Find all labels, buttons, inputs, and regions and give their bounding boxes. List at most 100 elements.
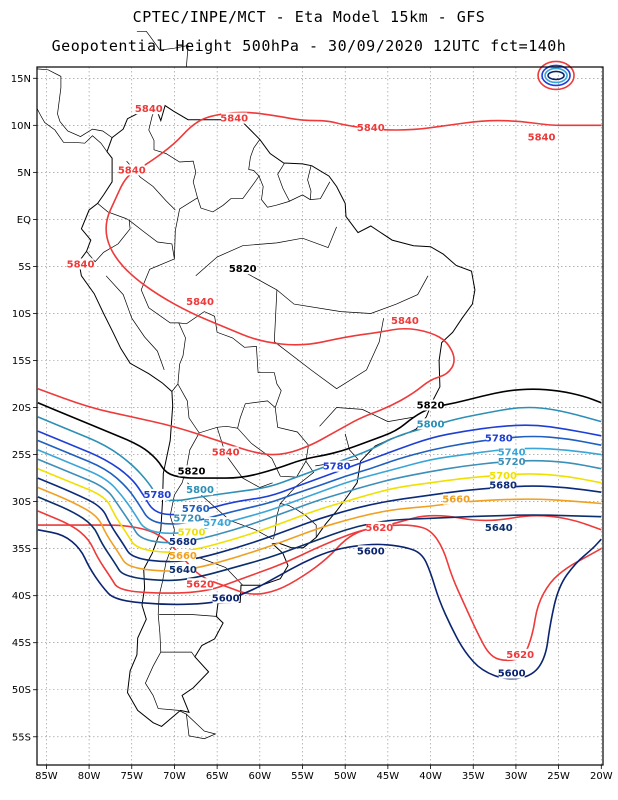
lon-tick-label: 50W bbox=[334, 771, 357, 782]
border-peru-brazil bbox=[140, 258, 186, 392]
brazil-states bbox=[242, 270, 429, 314]
contour-label-bg bbox=[187, 578, 214, 590]
border-suriname-fg bbox=[307, 165, 312, 200]
contour-label-bg bbox=[187, 484, 214, 496]
contour-label-5800: 5800 bbox=[186, 485, 214, 496]
contour-labels: 5840 5840 5840 5840 5840 5840 5840 5840 5840 5820… bbox=[67, 103, 556, 680]
contour-label-bg bbox=[169, 550, 196, 562]
contour-5600 bbox=[37, 529, 602, 680]
contour-label-bg bbox=[391, 314, 418, 326]
contour-label-5700: 5700 bbox=[178, 528, 206, 539]
contour-label-5840: 5840 bbox=[357, 123, 385, 134]
contour-label-bg bbox=[221, 112, 248, 124]
contour-label-5600: 5600 bbox=[498, 669, 526, 680]
contour-label-bg bbox=[144, 488, 171, 500]
contour-label-bg bbox=[417, 418, 444, 430]
contour-label-5820: 5820 bbox=[229, 264, 257, 275]
border-argentina-brazil-uruguay bbox=[279, 461, 317, 538]
contour-label-bg bbox=[417, 399, 444, 411]
border-bolivia-south bbox=[177, 383, 276, 434]
axis-labels: 15N 10N 5N EQ 5S 10S 15S 20S 25S 30S 35S 40S 45S 50S 5… bbox=[11, 74, 613, 782]
coastline-and-borders bbox=[36, 30, 476, 740]
contour-label-5780: 5780 bbox=[143, 490, 171, 501]
peru-depts bbox=[105, 275, 165, 371]
contour-label-bg bbox=[528, 131, 555, 143]
contour-lines bbox=[37, 111, 602, 680]
lon-tick-label: 20W bbox=[590, 771, 613, 782]
border-colombia-venezuela bbox=[148, 107, 202, 209]
contour-label-bg bbox=[204, 517, 231, 529]
contour-label-5760: 5760 bbox=[182, 504, 210, 515]
contour-label-5660: 5660 bbox=[442, 495, 470, 506]
contour-5700 bbox=[37, 467, 602, 553]
contour-5720 bbox=[37, 458, 602, 544]
contour-label-bg bbox=[498, 446, 525, 458]
contour-5740 bbox=[37, 447, 602, 535]
lon-tick-label: 35W bbox=[462, 771, 485, 782]
brazil-states-3 bbox=[319, 407, 416, 427]
border-venezuela-guyana bbox=[248, 139, 331, 208]
contour-label-5720: 5720 bbox=[498, 457, 526, 468]
contour-label-5820: 5820 bbox=[417, 401, 445, 412]
graticule-grid bbox=[33, 67, 603, 769]
contour-label-5840: 5840 bbox=[67, 259, 95, 270]
contour-label-5620: 5620 bbox=[365, 523, 393, 534]
contour-label-5840: 5840 bbox=[135, 104, 163, 115]
lat-tick-label: 15S bbox=[12, 356, 31, 367]
central-america bbox=[36, 68, 113, 138]
lat-tick-label: 5N bbox=[17, 168, 31, 179]
border-bolivia-brazil bbox=[178, 311, 282, 408]
lat-tick-label: 40S bbox=[12, 591, 31, 602]
lon-tick-label: 85W bbox=[35, 771, 58, 782]
contour-label-5840: 5840 bbox=[220, 114, 248, 125]
contour-label-bg bbox=[357, 122, 384, 134]
contour-label-5840: 5840 bbox=[528, 132, 556, 143]
lon-tick-label: 70W bbox=[163, 771, 186, 782]
contour-label-bg bbox=[485, 521, 512, 533]
contour-label-bg bbox=[212, 592, 239, 604]
contour-label-bg bbox=[357, 545, 384, 557]
high-pressure-rings bbox=[537, 60, 575, 91]
contour-5660 bbox=[37, 486, 602, 572]
contour-label-5840: 5840 bbox=[118, 165, 146, 176]
contour-5640 bbox=[37, 496, 602, 582]
contour-label-5720: 5720 bbox=[173, 513, 201, 524]
contour-label-5680: 5680 bbox=[169, 537, 197, 548]
lon-tick-label: 80W bbox=[78, 771, 101, 782]
contour-label-5780: 5780 bbox=[323, 462, 351, 473]
lat-tick-label: 50S bbox=[12, 685, 31, 696]
contour-label-bg bbox=[178, 526, 205, 538]
border-colombia-peru-ecuador bbox=[86, 203, 131, 263]
contour-label-bg bbox=[174, 512, 201, 524]
argentina-provinces-4 bbox=[159, 614, 217, 617]
lat-tick-label: 55S bbox=[12, 732, 31, 743]
contour-label-bg bbox=[498, 455, 525, 467]
argentina-provinces bbox=[216, 427, 273, 488]
border-paraguay bbox=[237, 407, 309, 478]
contour-label-5780: 5780 bbox=[485, 433, 513, 444]
contour-label-5640: 5640 bbox=[485, 523, 513, 534]
lon-tick-label: 30W bbox=[505, 771, 528, 782]
contour-label-bg bbox=[135, 103, 162, 115]
contour-label-bg bbox=[507, 648, 534, 660]
contour-label-5660: 5660 bbox=[169, 551, 197, 562]
contour-label-bg bbox=[366, 521, 393, 533]
contour-label-bg bbox=[169, 535, 196, 547]
tierra-del-fuego bbox=[185, 713, 217, 740]
contour-5840 bbox=[37, 111, 602, 456]
contour-5800 bbox=[37, 406, 602, 502]
contour-label-bg bbox=[169, 564, 196, 576]
contour-label-5740: 5740 bbox=[203, 518, 231, 529]
lat-tick-label: 25S bbox=[12, 450, 31, 461]
cuba-hispaniola bbox=[136, 30, 189, 68]
lat-tick-label: 10N bbox=[11, 121, 31, 132]
border-colombia-peru-brazil bbox=[128, 197, 198, 259]
border-chile-argentina bbox=[145, 432, 200, 715]
lat-tick-label: 10S bbox=[12, 309, 31, 320]
contour-label-5640: 5640 bbox=[169, 565, 197, 576]
contour-5680 bbox=[37, 477, 602, 563]
high-ring bbox=[544, 67, 568, 84]
argentina-provinces-5 bbox=[160, 651, 196, 658]
contour-label-bg bbox=[323, 460, 350, 472]
contour-label-5620: 5620 bbox=[506, 650, 534, 661]
